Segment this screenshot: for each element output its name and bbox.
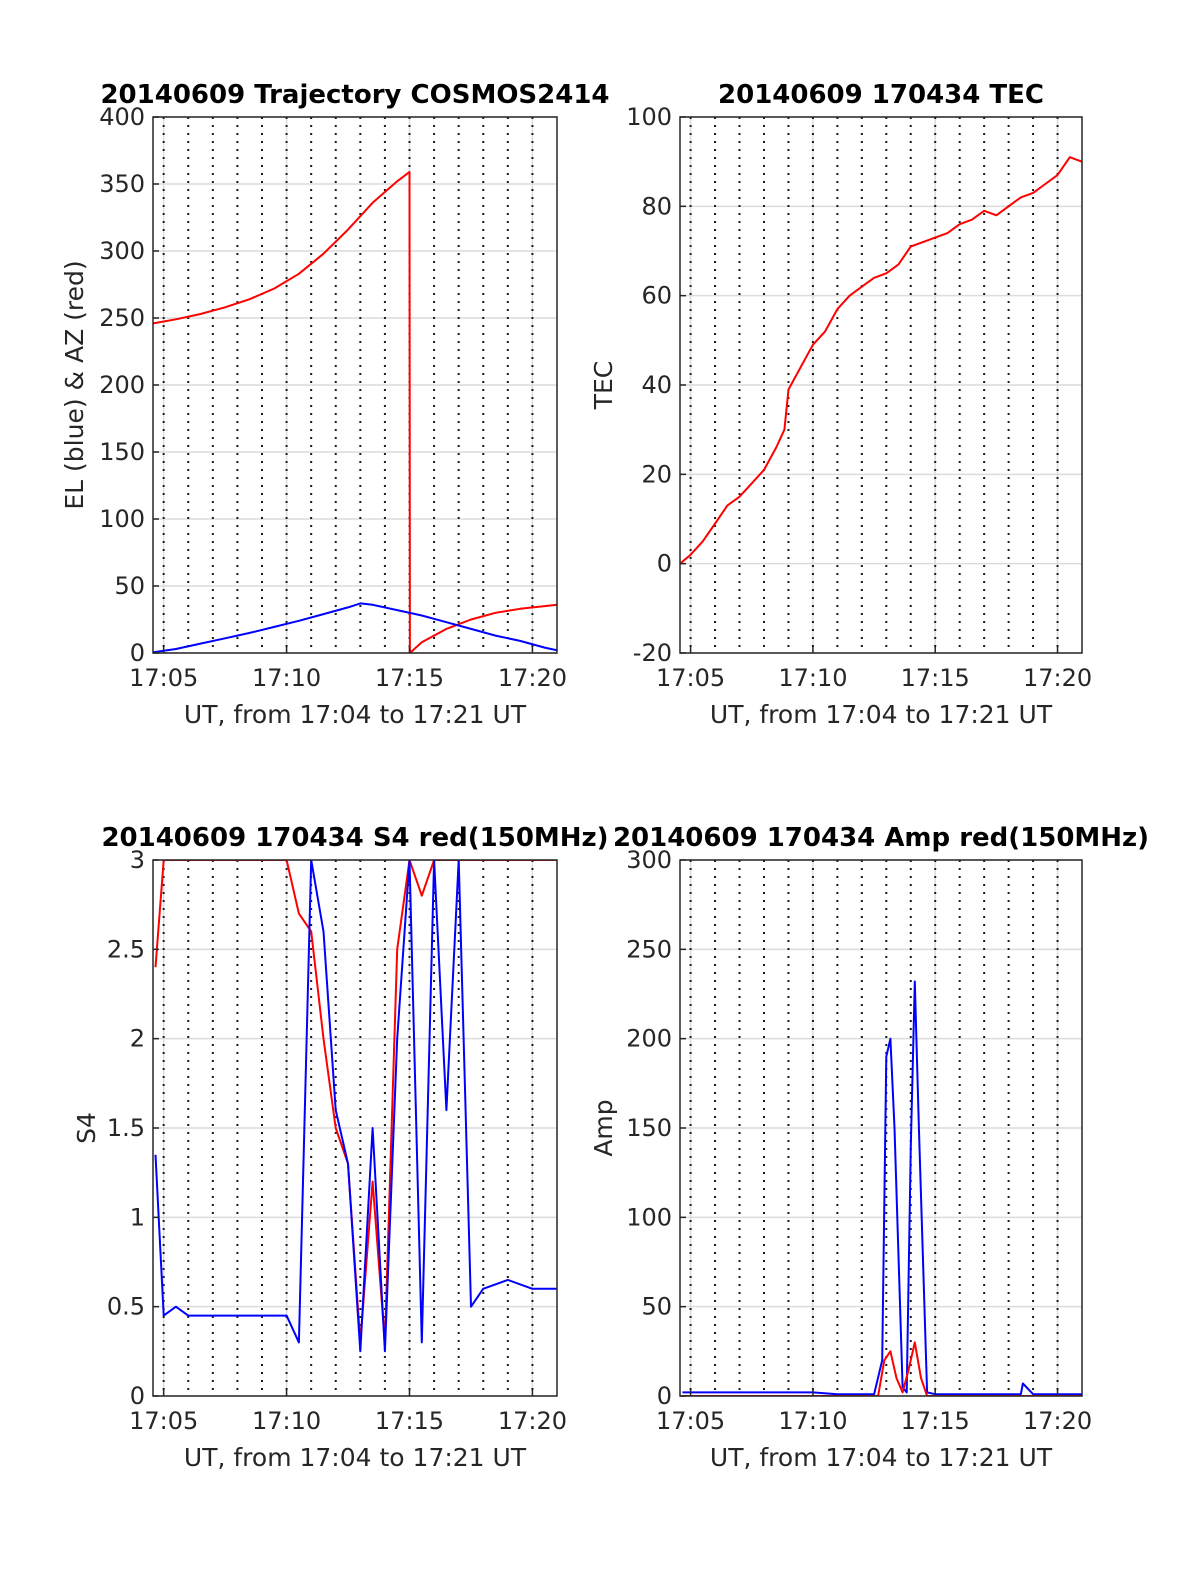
chart-panel-3: 0 0.5 1 1.5 2 2.5 3 17:05 17:10 17:15 17:20 2014060… — [72, 823, 609, 1472]
x-tick-label: 17:10 — [778, 664, 847, 692]
y-tick-label: 0 — [130, 1382, 145, 1410]
x-tick-label: 17:15 — [375, 1407, 444, 1435]
y-axis-label: S4 — [72, 1112, 101, 1144]
y-tick-label: 100 — [626, 103, 672, 131]
chart-title: 20140609 170434 Amp red(150MHz) — [613, 823, 1149, 853]
y-tick-label: 0 — [130, 639, 145, 667]
y-tick-label: 100 — [626, 1203, 672, 1231]
series-line-blue — [154, 860, 557, 1353]
x-axis-label: UT, from 17:04 to 17:21 UT — [184, 1443, 527, 1472]
chart-panel-1: 0 50 100 150 200 250 300 350 400 17:05 17:10 17:15 1… — [60, 80, 610, 729]
y-tick-label: 2 — [130, 1025, 145, 1053]
y-tick-label: 100 — [99, 505, 145, 533]
series-line-red — [680, 156, 1082, 565]
y-tick-label: 80 — [641, 192, 672, 220]
x-axis-label: UT, from 17:04 to 17:21 UT — [710, 1443, 1053, 1472]
x-tick-label: 17:10 — [778, 1407, 847, 1435]
chart-panel-2: -20 0 20 40 60 80 100 17:05 17:10 17:15 17:20 20140… — [589, 80, 1092, 729]
x-tick-label: 17:05 — [656, 664, 725, 692]
chart-title: 20140609 170434 S4 red(150MHz) — [101, 823, 608, 853]
y-tick-label: 1 — [130, 1203, 145, 1231]
y-tick-label: 50 — [641, 1293, 672, 1321]
y-axis-label: EL (blue) & AZ (red) — [60, 260, 89, 509]
chart-title: 20140609 Trajectory COSMOS2414 — [100, 80, 609, 110]
series-line-red — [153, 170, 557, 653]
y-tick-label: 300 — [99, 237, 145, 265]
y-tick-label: 150 — [626, 1114, 672, 1142]
x-tick-label: 17:15 — [901, 1407, 970, 1435]
chart-panel-4: 0 50 100 150 200 250 300 17:05 17:10 17:15 17:20 20… — [589, 823, 1149, 1472]
x-tick-label: 17:20 — [498, 1407, 567, 1435]
chart-title: 20140609 170434 TEC — [718, 80, 1044, 110]
y-tick-label: 0 — [657, 550, 672, 578]
x-tick-label: 17:20 — [1023, 664, 1092, 692]
x-axis-label: UT, from 17:04 to 17:21 UT — [710, 700, 1053, 729]
x-tick-label: 17:20 — [1023, 1407, 1092, 1435]
x-tick-label: 17:15 — [375, 664, 444, 692]
series-line-blue — [682, 980, 1082, 1396]
x-tick-label: 17:05 — [129, 664, 198, 692]
x-tick-label: 17:05 — [656, 1407, 725, 1435]
x-axis-label: UT, from 17:04 to 17:21 UT — [184, 700, 527, 729]
y-tick-label: 40 — [641, 371, 672, 399]
x-tick-label: 17:10 — [252, 664, 321, 692]
y-tick-label: 0.5 — [107, 1293, 145, 1321]
x-tick-label: 17:10 — [252, 1407, 321, 1435]
series-line-blue — [153, 602, 557, 653]
series-line-red — [682, 1341, 1082, 1396]
y-tick-label: 200 — [626, 1025, 672, 1053]
x-tick-label: 17:05 — [129, 1407, 198, 1435]
y-tick-label: 1.5 — [107, 1114, 145, 1142]
y-tick-label: 0 — [657, 1382, 672, 1410]
y-tick-label: 60 — [641, 282, 672, 310]
y-tick-label: 350 — [99, 170, 145, 198]
y-tick-label: 300 — [626, 846, 672, 874]
y-tick-label: 150 — [99, 438, 145, 466]
y-tick-label: 250 — [626, 935, 672, 963]
y-tick-label: 400 — [99, 103, 145, 131]
x-tick-label: 17:15 — [901, 664, 970, 692]
y-tick-label: -20 — [633, 639, 672, 667]
x-tick-label: 17:20 — [498, 664, 567, 692]
y-tick-label: 50 — [114, 572, 145, 600]
y-tick-label: 250 — [99, 304, 145, 332]
y-tick-label: 20 — [641, 460, 672, 488]
y-tick-label: 200 — [99, 371, 145, 399]
y-tick-label: 3 — [130, 846, 145, 874]
y-axis-label: TEC — [589, 361, 618, 411]
y-axis-label: Amp — [589, 1099, 618, 1156]
y-tick-label: 2.5 — [107, 935, 145, 963]
